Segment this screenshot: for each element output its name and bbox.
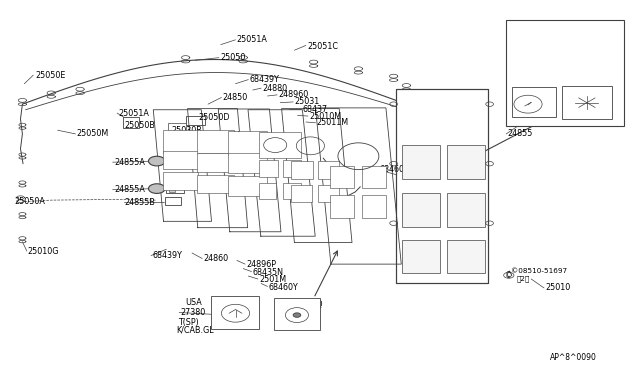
Ellipse shape: [293, 313, 301, 317]
Text: AP^8^0090: AP^8^0090: [550, 353, 597, 362]
Text: 25011M: 25011M: [317, 118, 349, 127]
Bar: [318, 185, 339, 202]
Bar: [283, 183, 301, 199]
Text: K/CAB.GL: K/CAB.GL: [176, 326, 214, 335]
Text: 2、: 2、: [517, 275, 531, 282]
Text: 25010: 25010: [545, 283, 570, 292]
Text: 68439Y: 68439Y: [250, 75, 280, 84]
Bar: [163, 130, 198, 153]
Bar: [169, 185, 175, 192]
Bar: [291, 185, 312, 202]
Text: 25051A: 25051A: [118, 109, 149, 118]
Text: 25010G: 25010G: [28, 247, 59, 256]
Bar: [330, 195, 354, 218]
Bar: [274, 298, 320, 330]
Text: 24880: 24880: [262, 84, 287, 93]
Bar: [562, 86, 612, 119]
Text: 68460Y: 68460Y: [269, 283, 298, 292]
Text: T(SP): T(SP): [178, 318, 198, 327]
Text: 25050: 25050: [221, 53, 246, 62]
Bar: [228, 176, 267, 196]
Text: 68439Y: 68439Y: [152, 251, 182, 260]
Text: 68460Y: 68460Y: [380, 165, 409, 174]
Bar: [123, 117, 140, 128]
Bar: [163, 172, 198, 190]
Text: 25051A: 25051A: [237, 35, 268, 44]
Text: 25031M: 25031M: [208, 131, 240, 140]
Text: 25050A: 25050A: [14, 197, 45, 206]
Text: ©08510-51697: ©08510-51697: [511, 268, 567, 274]
Bar: [259, 132, 301, 158]
Bar: [447, 193, 485, 227]
Bar: [396, 89, 488, 283]
Bar: [447, 240, 485, 273]
Bar: [291, 161, 313, 179]
Text: 24855A: 24855A: [114, 158, 145, 167]
Text: ©: ©: [505, 271, 513, 280]
Bar: [163, 151, 198, 169]
Text: 25050M: 25050M: [77, 129, 109, 138]
Bar: [211, 296, 259, 329]
Text: 24855A: 24855A: [114, 185, 145, 194]
Text: 25030B: 25030B: [172, 126, 202, 135]
Text: USA: USA: [186, 298, 202, 307]
Text: 24850: 24850: [223, 93, 248, 102]
Bar: [186, 116, 205, 125]
Text: 24896P: 24896P: [246, 260, 276, 269]
Bar: [169, 158, 175, 164]
Ellipse shape: [148, 156, 165, 166]
Bar: [165, 197, 181, 205]
Bar: [259, 183, 276, 199]
Text: 25051C: 25051C: [307, 42, 338, 51]
Bar: [228, 131, 267, 155]
Text: 24855: 24855: [508, 129, 533, 138]
Bar: [330, 166, 354, 188]
Bar: [402, 145, 440, 179]
Bar: [512, 87, 556, 117]
Text: 25010Q: 25010Q: [291, 300, 323, 309]
Text: 25050D: 25050D: [198, 113, 230, 122]
Bar: [228, 153, 267, 173]
Bar: [402, 193, 440, 227]
Bar: [283, 160, 301, 177]
Bar: [506, 20, 624, 126]
Bar: [166, 156, 184, 166]
Bar: [259, 160, 278, 177]
Bar: [402, 240, 440, 273]
Text: 25010M: 25010M: [309, 112, 341, 121]
Text: 24860: 24860: [204, 254, 228, 263]
Text: 24855B: 24855B: [125, 198, 156, 207]
Text: 68435N: 68435N: [253, 268, 284, 277]
Text: 68437: 68437: [302, 105, 327, 114]
Text: 2501M: 2501M: [259, 275, 286, 284]
Bar: [318, 161, 339, 179]
Bar: [362, 166, 386, 188]
Text: 27380: 27380: [180, 308, 205, 317]
Bar: [197, 130, 234, 153]
Bar: [362, 195, 386, 218]
Text: 25050B: 25050B: [125, 121, 156, 130]
Bar: [396, 89, 488, 283]
Bar: [168, 123, 186, 131]
Text: 25010N: 25010N: [525, 26, 556, 35]
Ellipse shape: [148, 184, 165, 193]
Bar: [447, 145, 485, 179]
Bar: [197, 175, 234, 193]
Text: 248960: 248960: [278, 90, 308, 99]
Bar: [166, 184, 184, 193]
Text: 25050E: 25050E: [35, 71, 65, 80]
Bar: [197, 153, 234, 172]
Text: 25031: 25031: [294, 97, 319, 106]
